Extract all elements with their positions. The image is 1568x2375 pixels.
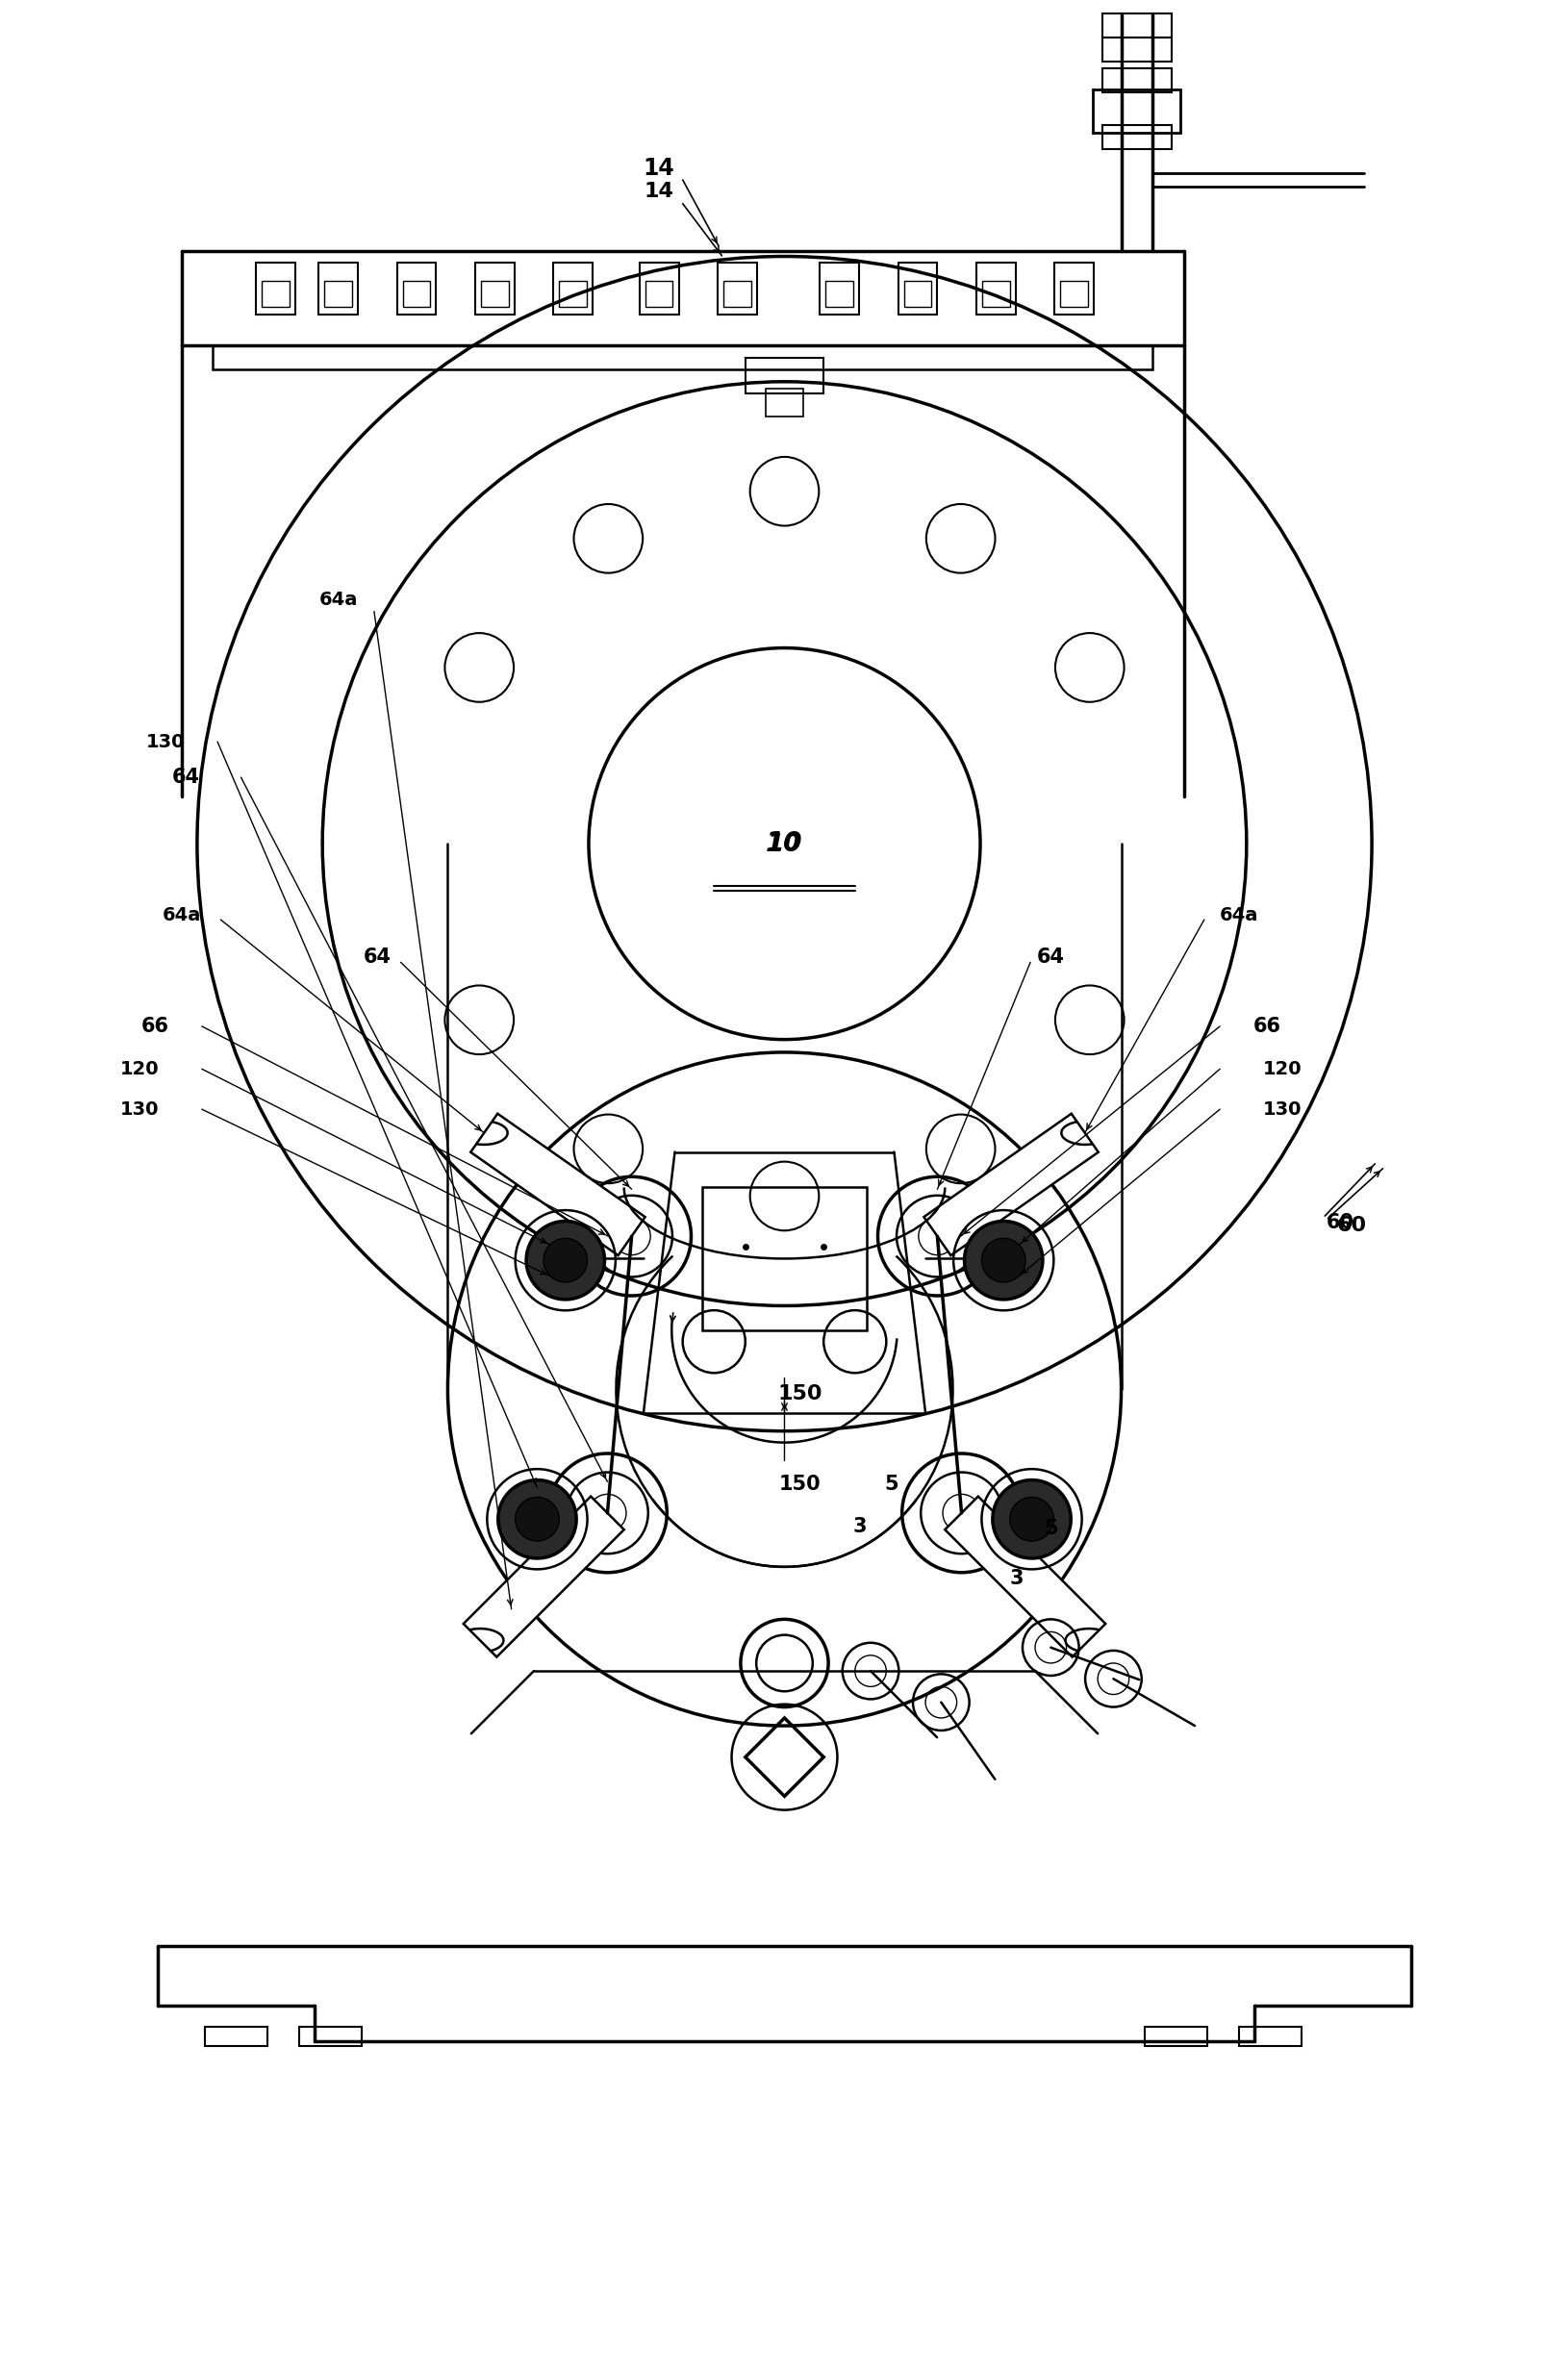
Bar [825,280,853,306]
Circle shape [1010,1496,1054,1541]
Text: 14: 14 [643,157,674,180]
Bar [723,280,751,306]
Text: 5: 5 [883,1475,897,1494]
Text: 150: 150 [778,1385,822,1404]
Bar [640,264,679,316]
Bar [718,264,757,316]
Text: 150: 150 [779,1475,820,1494]
Polygon shape [463,1496,624,1658]
Bar [397,264,436,316]
Bar [256,264,295,316]
Bar [1239,2026,1300,2045]
Text: 10: 10 [765,831,803,857]
Bar [318,264,358,316]
Bar [745,359,823,394]
Text: 120: 120 [119,1059,158,1078]
Text: 64: 64 [1036,948,1065,967]
Text: 66: 66 [141,1016,169,1036]
Text: 64a: 64a [318,591,358,608]
Bar [1102,69,1171,93]
Text: 130: 130 [146,732,185,751]
Bar [1145,2026,1207,2045]
Bar [1102,14,1171,38]
Polygon shape [470,1114,644,1256]
Text: 5: 5 [1043,1520,1057,1539]
Text: 14: 14 [644,183,674,202]
Bar [558,280,586,306]
Text: 10: 10 [767,831,801,855]
Bar [262,280,289,306]
Bar [1102,38,1171,62]
Bar [765,390,803,418]
Bar [1102,126,1171,150]
Circle shape [514,1496,558,1541]
Text: 64a: 64a [1218,905,1258,924]
Circle shape [543,1237,586,1282]
Bar [644,280,673,306]
Text: 3: 3 [851,1518,866,1537]
Bar [554,264,593,316]
Text: 64a: 64a [162,905,201,924]
Text: 60: 60 [1336,1216,1366,1235]
Bar [205,2026,268,2045]
Bar [299,2026,361,2045]
Circle shape [525,1221,604,1299]
Bar [1054,264,1093,316]
Polygon shape [924,1114,1098,1256]
Bar [403,280,430,306]
Bar [1060,280,1087,306]
Circle shape [497,1480,575,1558]
Circle shape [964,1221,1043,1299]
Circle shape [993,1480,1071,1558]
Text: 130: 130 [119,1100,158,1119]
Bar [818,264,858,316]
Text: 64: 64 [364,948,390,967]
Text: 3: 3 [1008,1570,1022,1589]
Bar [481,280,508,306]
Polygon shape [944,1496,1105,1658]
Bar [325,280,351,306]
Text: 120: 120 [1262,1059,1301,1078]
Bar [702,1188,866,1330]
Bar [903,280,931,306]
Bar [975,264,1014,316]
Circle shape [982,1237,1025,1282]
Bar [897,264,936,316]
Bar [1093,90,1181,133]
Text: 64: 64 [172,767,201,786]
Text: 130: 130 [1262,1100,1301,1119]
Bar [475,264,514,316]
Bar [982,280,1010,306]
Text: 66: 66 [1253,1016,1279,1036]
Text: 60: 60 [1327,1214,1353,1233]
